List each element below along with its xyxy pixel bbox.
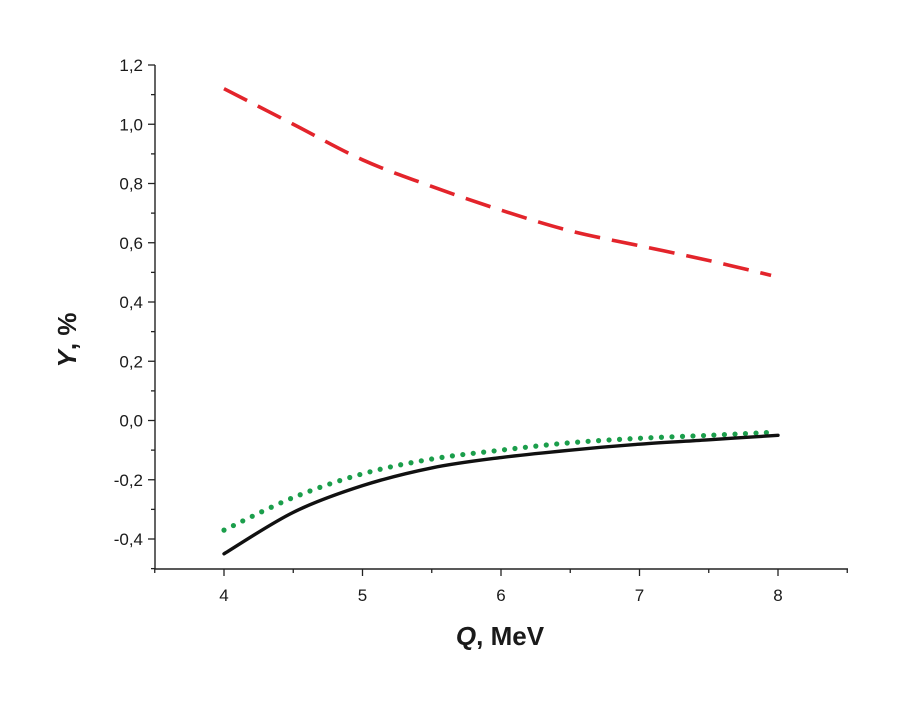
y-tick-label: 0,2 [119,352,143,371]
x-tick-label: 4 [219,586,228,605]
y-tick-label: 0,6 [119,234,143,253]
x-tick-label: 7 [635,586,644,605]
y-tick-label: -0,4 [114,530,143,549]
y-tick-label: 0,0 [119,412,143,431]
x-tick-label: 6 [496,586,505,605]
y-axis-title: Y, % [52,313,82,368]
y-tick-label: 1,0 [119,115,143,134]
y-axis: 1,2 1,0 0,8 0,6 0,4 0,2 0,0 -0,2 -0,4 [114,56,156,570]
x-axis-title: Q, MeV [456,621,545,651]
x-tick-label: 8 [773,586,782,605]
plot-area [221,87,780,556]
x-tick-label: 5 [358,586,367,605]
y-tick-label: 1,2 [119,56,143,75]
series-line-dashed [223,87,772,278]
y-tick-label: -0,2 [114,471,143,490]
series-line-solid [222,433,780,556]
y-tick-label: 0,4 [119,293,143,312]
y-tick-label: 0,8 [119,175,143,194]
series-line-dotted [221,429,774,533]
x-axis: 4 5 6 7 8 [154,568,848,605]
